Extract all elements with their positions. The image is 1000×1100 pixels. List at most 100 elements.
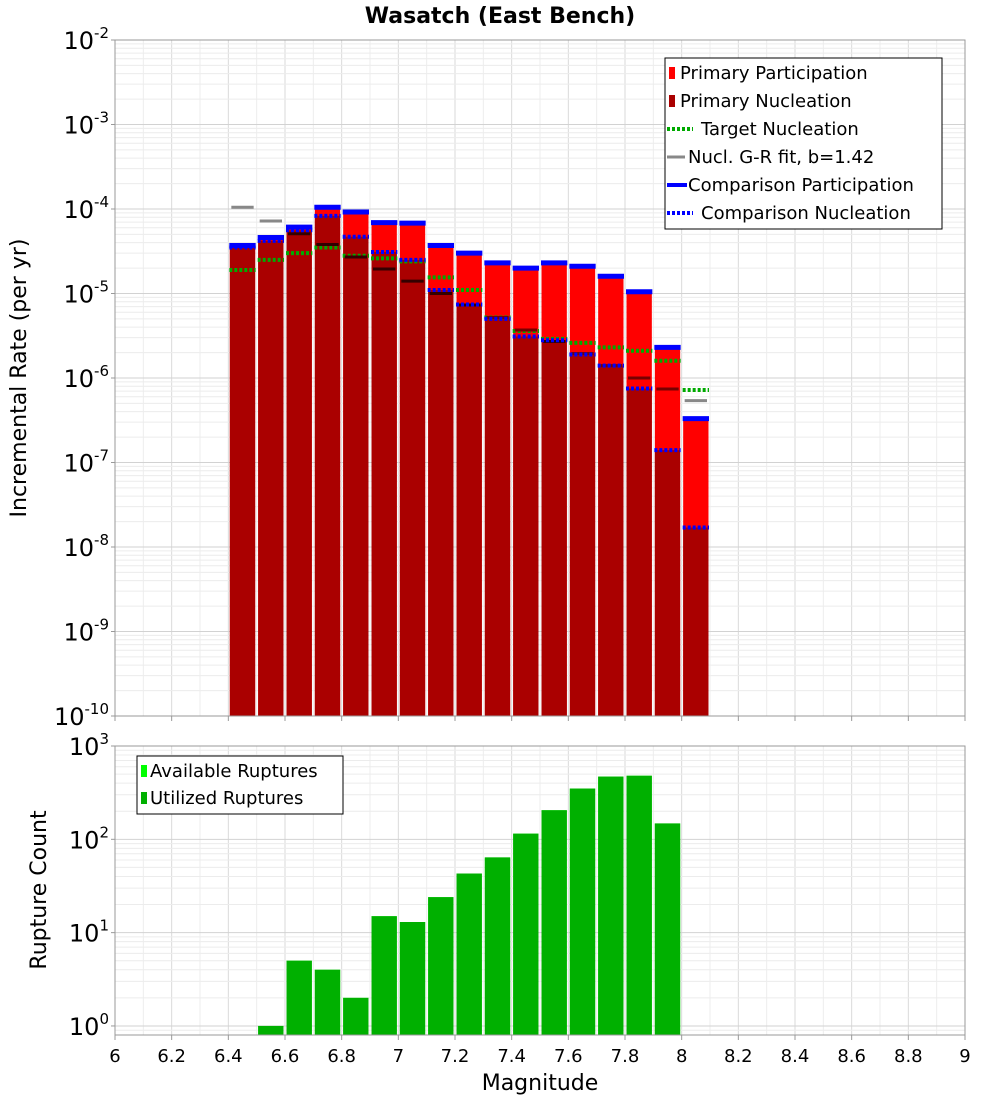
legend-label: Available Ruptures xyxy=(150,761,318,782)
nucleation-bar xyxy=(286,230,312,716)
utilized-ruptures-bar xyxy=(654,823,681,1035)
top-y-axis-label: Incremental Rate (per yr) xyxy=(7,239,32,518)
y-tick-exponent: -5 xyxy=(94,278,109,296)
y-tick-label: 10-2 xyxy=(63,24,109,55)
nucleation-bar xyxy=(456,304,482,716)
utilized-ruptures-bar xyxy=(626,775,652,1035)
legend-label: Utilized Ruptures xyxy=(150,788,303,809)
utilized-ruptures-bar xyxy=(343,997,369,1035)
top-plot-axes: 10-210-310-410-510-610-710-810-910-10 xyxy=(54,24,966,731)
top-plot-lines xyxy=(229,204,709,530)
legend-box xyxy=(664,57,943,230)
x-tick-label: 6.2 xyxy=(157,1046,186,1067)
nucleation-bar xyxy=(513,336,539,716)
legend-label: Comparison Nucleation xyxy=(701,203,911,224)
x-tick-label: 8.4 xyxy=(781,1046,810,1067)
y-tick-exponent: -4 xyxy=(94,193,109,211)
x-tick-label: 6.6 xyxy=(271,1046,300,1067)
y-tick-label: 10-5 xyxy=(63,278,109,309)
bottom-plot-legend: Available Ruptures Utilized Ruptures xyxy=(136,755,344,815)
y-tick-exponent: 0 xyxy=(99,1010,109,1028)
legend-swatch xyxy=(141,765,147,777)
y-tick-exponent: -8 xyxy=(94,531,109,549)
y-tick-label: 10-7 xyxy=(63,447,109,478)
x-tick-label: 6.4 xyxy=(214,1046,243,1067)
legend-label: Comparison Participation xyxy=(688,175,914,196)
y-tick-base: 10 xyxy=(63,281,94,309)
nucleation-bar xyxy=(541,340,567,716)
nucleation-bar xyxy=(343,236,369,716)
utilized-ruptures-bar xyxy=(428,897,454,1035)
legend-label: Primary Participation xyxy=(680,63,868,84)
y-tick-base: 10 xyxy=(63,196,94,224)
legend-box xyxy=(136,755,344,815)
x-tick-label: 6.8 xyxy=(327,1046,356,1067)
y-tick-label: 101 xyxy=(69,917,109,948)
y-tick-label: 100 xyxy=(69,1010,109,1041)
y-tick-base: 10 xyxy=(69,826,100,854)
y-tick-label: 10-9 xyxy=(63,616,109,647)
y-tick-label: 10-3 xyxy=(63,109,109,140)
nucleation-bar xyxy=(598,365,624,716)
nucleation-bar xyxy=(683,527,709,716)
y-tick-exponent: -2 xyxy=(94,24,109,42)
x-tick-label: 6 xyxy=(109,1046,120,1067)
x-tick-label: 8.6 xyxy=(837,1046,866,1067)
legend-swatch xyxy=(669,67,675,79)
y-tick-label: 10-4 xyxy=(63,193,109,224)
x-axis-label: Magnitude xyxy=(482,1071,599,1096)
legend-label: Nucl. G-R fit, b=1.42 xyxy=(688,147,874,168)
y-tick-base: 10 xyxy=(69,1013,100,1041)
bottom-y-axis-label: Rupture Count xyxy=(27,810,52,970)
nucleation-bar xyxy=(229,247,256,716)
utilized-ruptures-bar xyxy=(314,969,341,1035)
legend-label: Primary Nucleation xyxy=(680,91,852,112)
nucleation-bar xyxy=(371,251,397,717)
y-tick-label: 102 xyxy=(69,823,109,854)
nucleation-bar xyxy=(654,450,681,716)
utilized-ruptures-bar xyxy=(541,810,567,1035)
y-tick-base: 10 xyxy=(69,920,100,948)
top-plot-legend: Primary Participation Primary Nucleation T… xyxy=(664,57,943,230)
chart-title: Wasatch (East Bench) xyxy=(365,4,635,29)
y-tick-base: 10 xyxy=(54,703,85,731)
y-tick-exponent: -10 xyxy=(85,700,110,718)
legend-label: Target Nucleation xyxy=(700,119,859,140)
y-tick-exponent: 1 xyxy=(99,917,109,935)
top-plot-bars xyxy=(229,207,709,717)
y-tick-label: 10-8 xyxy=(63,531,109,562)
nucleation-bar xyxy=(484,318,511,716)
y-tick-exponent: 2 xyxy=(99,823,109,841)
x-tick-label: 7.2 xyxy=(441,1046,470,1067)
x-tick-label: 8 xyxy=(676,1046,687,1067)
utilized-ruptures-bar xyxy=(513,833,539,1035)
y-tick-base: 10 xyxy=(63,112,94,140)
y-tick-label: 10-6 xyxy=(63,362,109,393)
x-tick-label: 8.8 xyxy=(894,1046,923,1067)
utilized-ruptures-bar xyxy=(456,873,482,1035)
y-tick-base: 10 xyxy=(63,450,94,478)
y-tick-base: 10 xyxy=(63,619,94,647)
utilized-ruptures-bar xyxy=(399,922,426,1035)
plot-frame xyxy=(114,745,966,1036)
utilized-ruptures-bar xyxy=(484,857,511,1035)
utilized-ruptures-bar xyxy=(286,960,312,1035)
y-tick-base: 10 xyxy=(63,27,94,55)
x-tick-label: 8.2 xyxy=(724,1046,753,1067)
nucleation-bar xyxy=(626,388,652,716)
y-tick-label: 10-10 xyxy=(54,700,109,731)
nucleation-bar xyxy=(399,259,426,716)
nucleation-bar xyxy=(428,290,454,716)
y-tick-exponent: -3 xyxy=(94,109,109,127)
x-tick-label: 7.4 xyxy=(497,1046,526,1067)
bottom-plot-bars xyxy=(258,775,681,1035)
y-tick-exponent: 3 xyxy=(99,730,109,748)
y-tick-exponent: -9 xyxy=(94,616,109,634)
nucleation-bar xyxy=(258,240,284,716)
x-tick-label: 7 xyxy=(393,1046,404,1067)
utilized-ruptures-bar xyxy=(569,788,596,1035)
y-tick-label: 103 xyxy=(69,730,109,761)
y-tick-base: 10 xyxy=(69,733,100,761)
utilized-ruptures-bar xyxy=(598,776,624,1035)
